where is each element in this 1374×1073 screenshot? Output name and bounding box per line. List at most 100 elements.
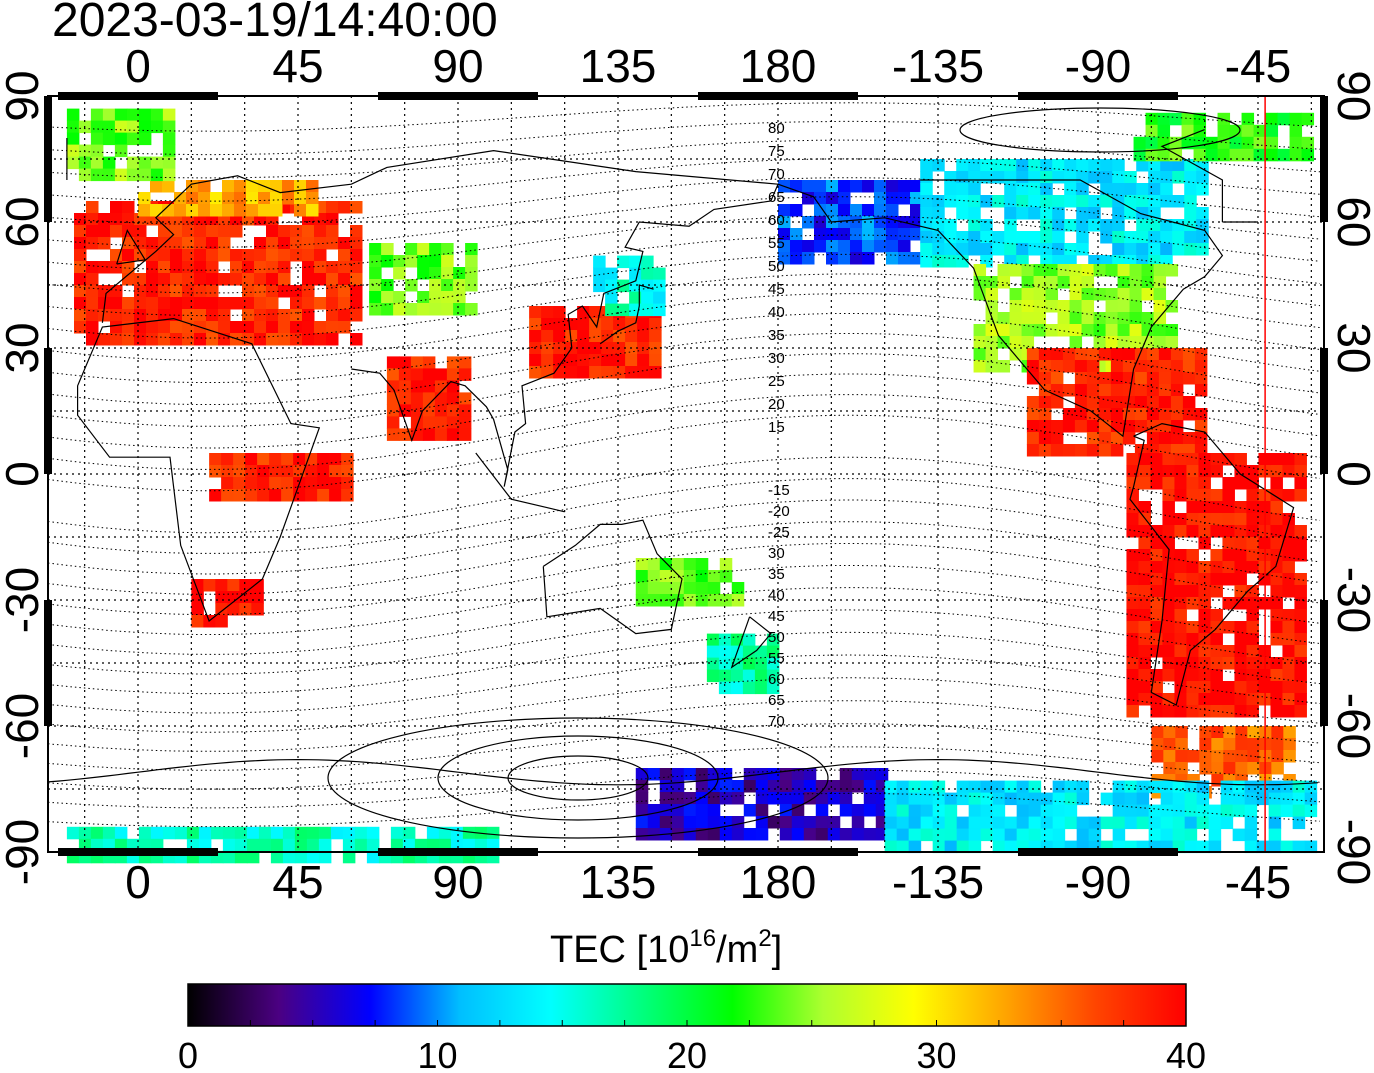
tec-cell bbox=[278, 261, 291, 274]
tec-cell bbox=[706, 657, 720, 671]
tec-cell bbox=[182, 333, 195, 346]
tec-cell bbox=[1282, 621, 1295, 634]
contour-label: 70 bbox=[768, 166, 785, 183]
tec-cell bbox=[653, 291, 666, 305]
tec-cell bbox=[908, 804, 922, 818]
tec-cell bbox=[1193, 148, 1207, 162]
tec-cell bbox=[366, 826, 380, 840]
tec-cell bbox=[150, 108, 164, 122]
tec-cell bbox=[1162, 633, 1175, 646]
tec-cell bbox=[1271, 726, 1284, 739]
tec-cell bbox=[102, 120, 116, 134]
tec-cell bbox=[138, 120, 152, 134]
tec-cell bbox=[1196, 816, 1210, 830]
tec-cell bbox=[1124, 804, 1138, 818]
tec-cell bbox=[992, 231, 1005, 244]
tec-cell bbox=[1184, 195, 1197, 208]
tec-cell bbox=[910, 192, 923, 205]
tec-cell bbox=[254, 309, 267, 322]
tec-cell bbox=[290, 225, 303, 238]
tec-cell bbox=[281, 489, 294, 502]
tec-cell bbox=[863, 768, 877, 781]
tec-cell bbox=[239, 579, 252, 592]
tec-cell bbox=[122, 237, 135, 250]
tec-cell bbox=[266, 333, 279, 346]
tec-cell bbox=[944, 840, 958, 854]
tec-cell bbox=[874, 180, 887, 193]
tec-cell bbox=[1220, 816, 1234, 830]
tec-cell bbox=[306, 838, 320, 852]
tec-cell bbox=[1122, 432, 1136, 445]
tec-cell bbox=[215, 615, 228, 628]
tec-cell bbox=[1246, 597, 1259, 610]
tec-cell bbox=[246, 826, 260, 840]
tec-cell bbox=[944, 219, 957, 232]
tec-cell bbox=[233, 465, 246, 478]
tec-cell bbox=[1234, 621, 1247, 634]
tec-cell bbox=[908, 816, 922, 830]
tec-cell bbox=[1181, 124, 1195, 138]
tec-cell bbox=[1186, 525, 1199, 538]
tec-cell bbox=[779, 792, 793, 805]
tec-cell bbox=[1160, 159, 1173, 172]
tec-cell bbox=[158, 309, 171, 322]
tec-cell bbox=[1016, 207, 1029, 220]
tec-cell bbox=[1153, 264, 1167, 277]
tec-cell bbox=[278, 249, 291, 262]
tec-cell bbox=[980, 792, 994, 806]
tec-cell bbox=[1151, 726, 1164, 739]
tec-cell bbox=[1210, 453, 1223, 466]
tec-cell bbox=[222, 850, 236, 864]
tec-cell bbox=[1004, 195, 1017, 208]
tec-cell bbox=[1222, 501, 1235, 514]
tec-cell bbox=[1234, 645, 1247, 658]
tec-cell bbox=[1124, 243, 1137, 256]
tec-cell bbox=[1112, 159, 1125, 172]
tec-cell bbox=[282, 192, 295, 205]
tec-patch bbox=[529, 306, 662, 379]
tec-cell bbox=[1076, 231, 1089, 244]
tec-cell bbox=[1170, 372, 1184, 385]
tec-cell bbox=[1040, 231, 1053, 244]
tec-cell bbox=[1081, 324, 1095, 337]
tec-cell bbox=[1093, 336, 1107, 349]
tec-cell bbox=[302, 297, 315, 310]
tec-cell bbox=[270, 850, 284, 864]
tec-cell bbox=[258, 192, 271, 205]
tec-cell bbox=[386, 368, 400, 381]
tec-cell bbox=[317, 465, 330, 478]
contour-label: 50 bbox=[768, 629, 785, 646]
tec-cell bbox=[198, 204, 211, 217]
tec-cell bbox=[1160, 195, 1173, 208]
tec-cell bbox=[239, 603, 252, 616]
tec-cell bbox=[1222, 513, 1235, 526]
tec-cell bbox=[1129, 324, 1143, 337]
tec-cell bbox=[973, 360, 987, 373]
tec-cell bbox=[1126, 477, 1139, 490]
tec-cell bbox=[1174, 549, 1187, 562]
tec-cell bbox=[968, 243, 981, 256]
tec-cell bbox=[1187, 750, 1200, 763]
tec-cell bbox=[1021, 288, 1035, 301]
tec-cell bbox=[393, 267, 406, 280]
tec-cell bbox=[90, 144, 104, 158]
left-axis-tick: 0 bbox=[0, 461, 48, 487]
tec-cell bbox=[174, 204, 187, 217]
tec-cell bbox=[1184, 183, 1197, 196]
tec-cell bbox=[1182, 372, 1196, 385]
tec-cell bbox=[1157, 148, 1171, 162]
tec-cell bbox=[453, 267, 466, 280]
tec-cell bbox=[302, 333, 315, 346]
tec-cell bbox=[997, 312, 1011, 325]
tec-cell bbox=[637, 354, 650, 367]
tec-cell bbox=[1138, 477, 1151, 490]
tec-cell bbox=[601, 318, 614, 331]
tec-cell bbox=[306, 192, 319, 205]
tec-cell bbox=[766, 633, 780, 647]
tec-cell bbox=[318, 850, 332, 864]
coastline-antarctica bbox=[47, 758, 1319, 786]
tec-cell bbox=[593, 279, 606, 293]
tec-cell bbox=[258, 838, 272, 852]
tec-cell bbox=[98, 225, 111, 238]
left-axis-tick: -90 bbox=[0, 819, 48, 885]
